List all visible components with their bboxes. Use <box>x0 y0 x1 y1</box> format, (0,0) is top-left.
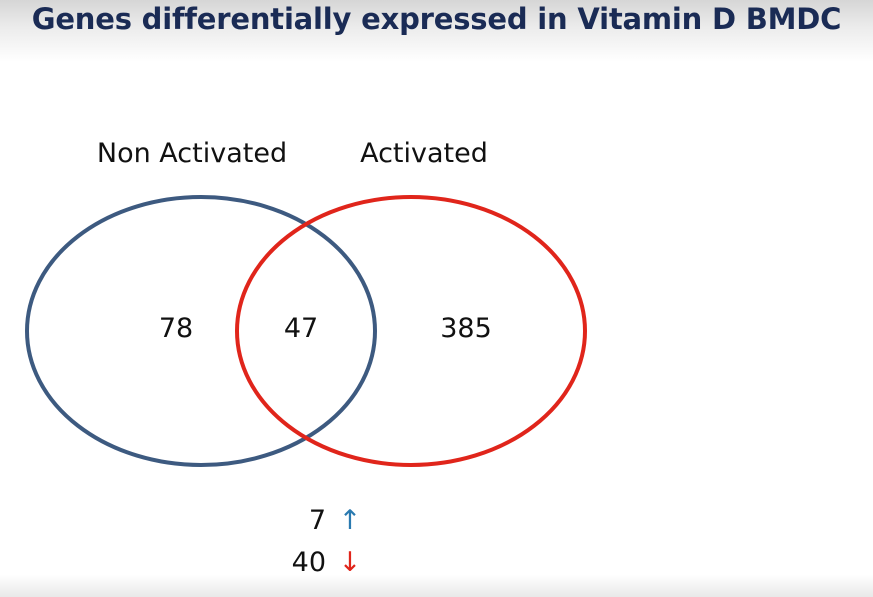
title-band <box>0 0 873 62</box>
downregulated-count: 40 <box>291 547 326 578</box>
activated-only-count: 385 <box>440 313 492 344</box>
activated-set-circle <box>235 195 587 467</box>
upregulated-row: 7 ↑ <box>290 505 361 536</box>
up-arrow-icon: ↑ <box>338 505 362 536</box>
upregulated-count: 7 <box>308 505 326 536</box>
down-arrow-icon: ↓ <box>338 547 362 578</box>
non-activated-only-count: 78 <box>159 313 193 344</box>
non-activated-set-circle <box>25 195 377 467</box>
activated-label: Activated <box>360 138 488 169</box>
overlap-count: 47 <box>284 313 318 344</box>
non-activated-label: Non Activated <box>97 138 287 169</box>
slide-title: Genes differentially expressed in Vitami… <box>31 2 842 36</box>
bottom-shade <box>0 575 873 597</box>
downregulated-row: 40 ↓ <box>290 547 362 578</box>
